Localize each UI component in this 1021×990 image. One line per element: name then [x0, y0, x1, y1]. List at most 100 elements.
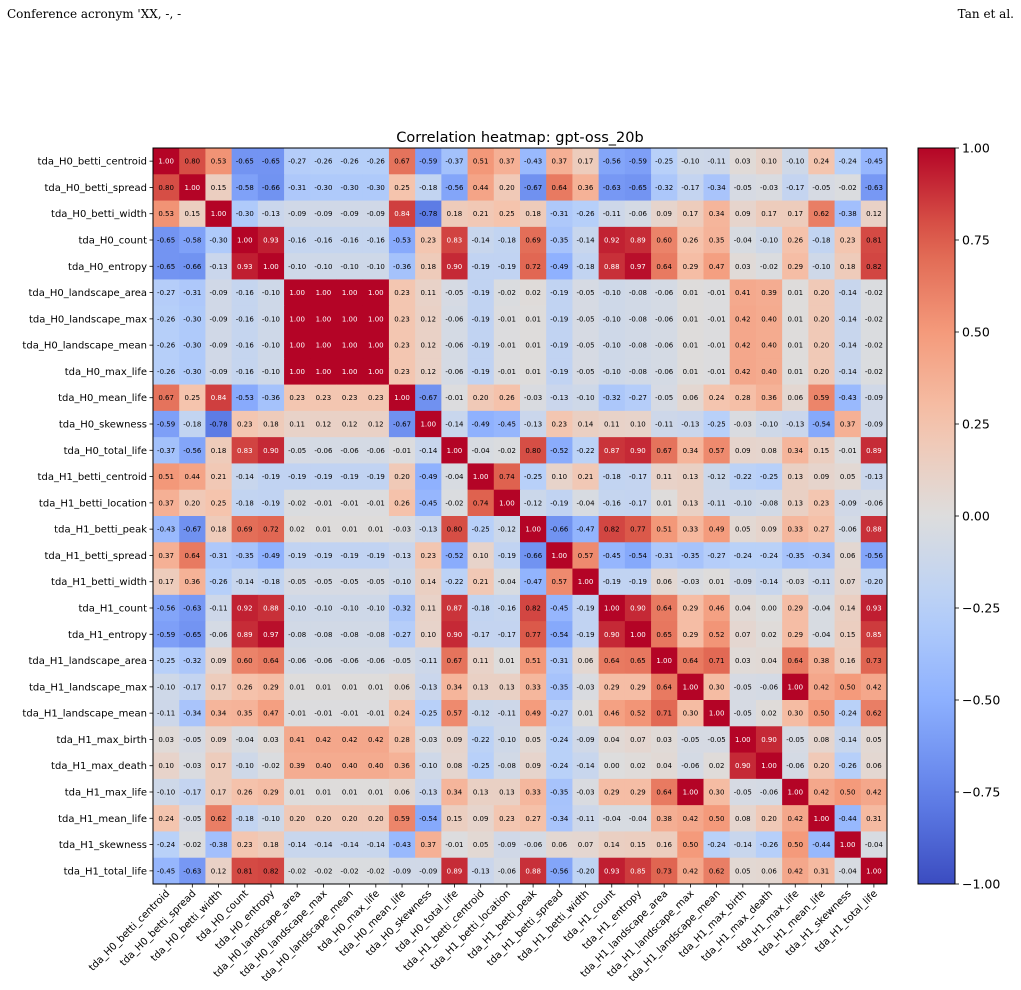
cell-value-label: -0.26 — [341, 158, 360, 166]
cell-value-label: -0.25 — [157, 657, 175, 665]
heatmap-cell — [388, 568, 416, 596]
heatmap-cell — [651, 752, 678, 780]
heatmap-cell — [205, 857, 233, 885]
cell-value-label: -0.09 — [734, 578, 752, 586]
cell-value-label: 0.29 — [630, 789, 646, 797]
cell-value-label: -0.67 — [419, 394, 437, 402]
heatmap-cell — [860, 226, 888, 254]
cell-value-label: 0.17 — [211, 789, 227, 797]
heatmap-cell — [703, 148, 731, 175]
heatmap-cell — [153, 437, 180, 464]
cell-value-label: -0.67 — [183, 526, 201, 534]
heatmap-cell — [179, 752, 206, 780]
cell-value-label: 0.90 — [761, 736, 777, 744]
heatmap-cell — [441, 516, 468, 543]
heatmap-cell — [808, 437, 835, 464]
cell-value-label: 0.12 — [866, 210, 882, 218]
heatmap-cell — [467, 332, 495, 359]
cell-value-label: 1.00 — [814, 815, 830, 823]
cell-value-label: 0.15 — [814, 447, 830, 455]
heatmap-cell — [677, 568, 704, 596]
heatmap-cell — [834, 200, 862, 228]
heatmap-cell — [205, 621, 233, 648]
cell-value-label: 0.11 — [604, 421, 620, 429]
heatmap-cell — [860, 437, 888, 464]
heatmap-cell — [729, 621, 757, 648]
cell-value-label: 0.09 — [735, 210, 751, 218]
heatmap-cell — [493, 516, 521, 543]
cell-value-label: 1.00 — [211, 210, 227, 218]
heatmap-cell — [441, 700, 468, 727]
cell-value-label: -0.10 — [498, 736, 516, 744]
heatmap-cell — [546, 174, 573, 201]
heatmap-cell — [362, 700, 390, 727]
cell-value-label: 0.62 — [211, 815, 227, 823]
cell-value-label: -0.45 — [865, 158, 883, 166]
cell-value-label: -0.34 — [708, 184, 727, 192]
cell-value-label: 0.02 — [525, 289, 541, 297]
heatmap-cell — [651, 200, 678, 228]
cell-value-label: 0.02 — [630, 762, 646, 770]
cell-value-label: 0.15 — [185, 210, 201, 218]
cell-value-label: 0.06 — [683, 394, 699, 402]
cell-value-label: -0.18 — [183, 421, 201, 429]
heatmap-cell — [729, 410, 757, 438]
cell-value-label: -0.03 — [734, 421, 752, 429]
cell-value-label: 0.29 — [683, 631, 699, 639]
y-tick-label: tda_H0_landscape_max — [29, 314, 147, 325]
heatmap-cell — [231, 253, 259, 280]
heatmap-cell — [860, 305, 888, 333]
cell-value-label: 0.73 — [656, 867, 672, 875]
heatmap-cell — [624, 226, 652, 254]
cell-value-label: -0.04 — [734, 237, 753, 245]
cell-value-label: 0.14 — [604, 841, 620, 849]
heatmap-cell — [520, 437, 547, 464]
heatmap-cell — [205, 226, 233, 254]
cell-value-label: 1.00 — [289, 368, 305, 376]
cell-value-label: 0.37 — [840, 421, 856, 429]
cell-value-label: -0.05 — [734, 789, 752, 797]
heatmap-cell — [415, 200, 442, 228]
heatmap-cell — [493, 437, 521, 464]
heatmap-cell — [493, 489, 521, 517]
cell-value-label: -0.19 — [550, 289, 568, 297]
cell-value-label: -0.04 — [812, 605, 831, 613]
heatmap-cell — [310, 463, 337, 491]
heatmap-cell — [782, 332, 809, 359]
y-tick-label: tda_H1_betti_width — [51, 577, 147, 588]
cell-value-label: -0.10 — [812, 263, 830, 271]
heatmap-cell — [703, 437, 731, 464]
colorbar — [917, 147, 956, 885]
heatmap-cell — [257, 305, 285, 333]
cell-value-label: -0.52 — [550, 447, 568, 455]
cell-value-label: -0.06 — [314, 657, 333, 665]
cell-value-label: -0.01 — [708, 342, 726, 350]
heatmap-cell — [336, 253, 364, 280]
cell-value-label: -0.06 — [341, 447, 360, 455]
cell-value-label: -0.63 — [865, 184, 883, 192]
heatmap-cell — [520, 594, 547, 622]
heatmap-cell — [598, 463, 626, 491]
heatmap-cell — [572, 384, 600, 412]
cell-value-label: -0.06 — [524, 841, 543, 849]
heatmap-cell — [441, 778, 468, 806]
heatmap-cell — [782, 700, 809, 727]
heatmap-cell — [284, 857, 311, 885]
heatmap-cell — [572, 410, 600, 438]
cell-value-label: 0.20 — [761, 815, 777, 823]
cell-value-label: -0.25 — [472, 762, 490, 770]
cell-value-label: -0.13 — [524, 421, 542, 429]
cell-value-label: -0.10 — [157, 683, 175, 691]
cell-value-label: 0.29 — [263, 683, 279, 691]
cell-value-label: 0.42 — [814, 789, 830, 797]
heatmap-cell — [257, 384, 285, 412]
cell-value-label: -0.25 — [708, 421, 726, 429]
heatmap-cell — [729, 805, 757, 832]
heatmap-cell — [336, 673, 364, 701]
heatmap-cell — [415, 726, 442, 753]
heatmap-cell — [467, 410, 495, 438]
cell-value-label: 0.01 — [683, 342, 699, 350]
heatmap-cell — [677, 805, 704, 832]
cell-value-label: -0.54 — [629, 552, 648, 560]
heatmap-cell — [572, 752, 600, 780]
